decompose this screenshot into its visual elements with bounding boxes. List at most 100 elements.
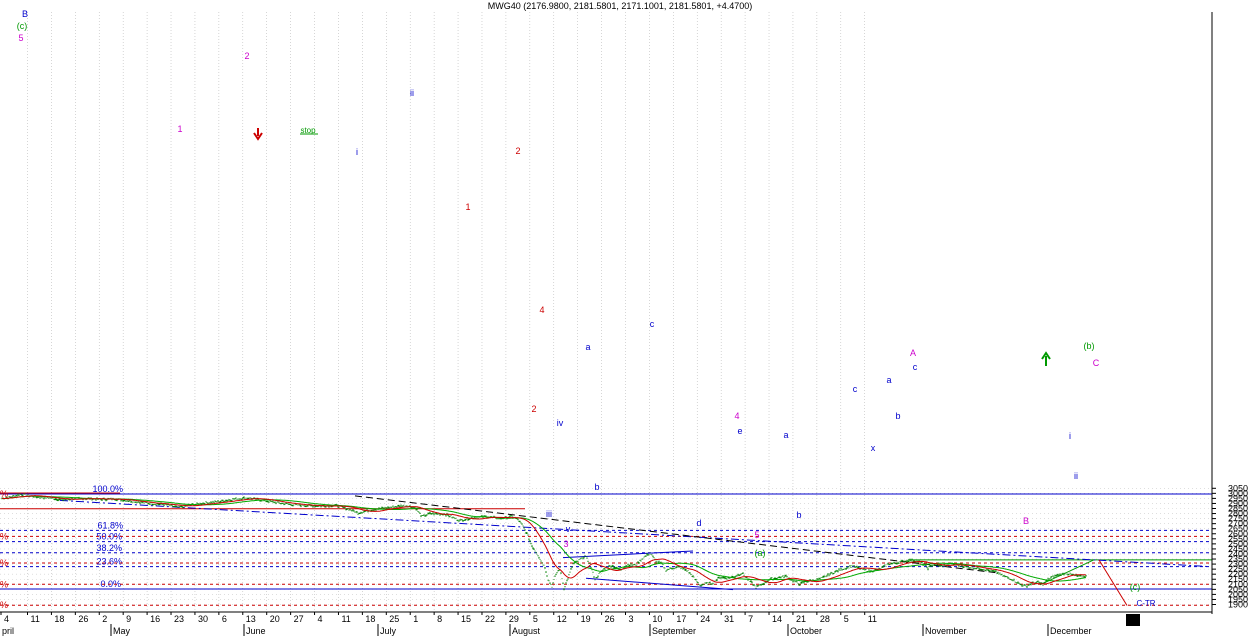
y-tick-label: 2000 (1228, 589, 1248, 599)
pct-marker: % (0, 489, 8, 499)
pct-marker: % (0, 531, 8, 541)
wave-label: 2 (515, 146, 520, 156)
wave-label: a (585, 342, 590, 352)
ma-fast-line (1, 495, 1086, 585)
wave-labels: B(c)512stopiii1242iviiiv3abcd4e5(a)abcxa… (17, 9, 1156, 608)
y-tick-label: 3050 (1228, 483, 1248, 493)
y-tick-label: 3000 (1228, 488, 1248, 498)
x-tick-label: 17 (676, 614, 686, 624)
x-tick-label: 10 (652, 614, 662, 624)
y-tick-label: 2850 (1228, 504, 1248, 514)
wave-label: B (1023, 516, 1029, 526)
x-tick-label: 4 (318, 614, 323, 624)
ma-slow-line (1, 495, 1087, 582)
wave-label: (c) (17, 21, 28, 31)
x-tick-label: 8 (437, 614, 442, 624)
x-tick-label: 13 (246, 614, 256, 624)
wave-label: 2 (531, 404, 536, 414)
x-tick-label: 21 (796, 614, 806, 624)
x-tick-label: 2 (102, 614, 107, 624)
wave-label: 4 (734, 411, 739, 421)
x-tick-label: 25 (389, 614, 399, 624)
y-tick-label: 2300 (1228, 559, 1248, 569)
grid (0, 12, 1212, 612)
y-tick-label: 2750 (1228, 514, 1248, 524)
y-tick-label: 2600 (1228, 529, 1248, 539)
month-label: May (113, 626, 131, 636)
y-tick-label: 2100 (1228, 579, 1248, 589)
x-tick-label: 26 (605, 614, 615, 624)
y-tick-label: 2900 (1228, 498, 1248, 508)
wave-label: 1 (465, 202, 470, 212)
cursor-box (1126, 614, 1140, 626)
wave-label: (c) (1130, 582, 1141, 592)
wave-label: C (1093, 358, 1100, 368)
wave-label: 5 (754, 530, 759, 540)
y-tick-label: 2500 (1228, 539, 1248, 549)
month-label: July (380, 626, 397, 636)
wave-label: 5 (18, 33, 23, 43)
channel-bottom (585, 577, 734, 591)
wave-label: c (853, 384, 858, 394)
wave-label: (a) (755, 548, 766, 558)
down-arrow-icon (253, 128, 263, 141)
x-tick-label: 15 (461, 614, 471, 624)
fib-level-label: 100.0% (92, 484, 123, 494)
wave-label: a (886, 375, 891, 385)
wave-label: d (696, 518, 701, 528)
month-label: pril (2, 626, 14, 636)
wave-label: i (1069, 431, 1071, 441)
x-tick-label: 6 (222, 614, 227, 624)
y-tick-label: 2650 (1228, 524, 1248, 534)
x-tick-label: 18 (365, 614, 375, 624)
y-tick-label: 2050 (1228, 584, 1248, 594)
wave-label: c (650, 319, 655, 329)
pct-marker: % (0, 579, 8, 589)
projection-c (1098, 559, 1128, 606)
month-label: June (246, 626, 266, 636)
wave-label: 4 (539, 305, 544, 315)
y-tick-label: 2950 (1228, 493, 1248, 503)
x-tick-label: 26 (78, 614, 88, 624)
pct-marker: % (0, 600, 8, 610)
wave-label: 1 (177, 124, 182, 134)
wave-label: c (913, 362, 918, 372)
x-tick-label: 29 (509, 614, 519, 624)
wave-label: A (910, 348, 916, 358)
y-tick-label: 2800 (1228, 509, 1248, 519)
x-tick-label: 27 (294, 614, 304, 624)
y-tick-label: 2700 (1228, 519, 1248, 529)
x-tick-label: 28 (820, 614, 830, 624)
x-tick-label: 30 (198, 614, 208, 624)
fib-level-label: 23.6% (96, 557, 122, 567)
wave-label: b (895, 411, 900, 421)
wave-label: 3 (563, 539, 568, 549)
y-tick-label: 2250 (1228, 564, 1248, 574)
black-dashed-trendline (354, 495, 1001, 574)
up-arrow-icon (1041, 351, 1051, 366)
x-tick-label: 4 (4, 614, 9, 624)
chart-title: MWG40 (2176.9800, 2181.5801, 2171.1001, … (488, 1, 752, 11)
y-tick-label: 2150 (1228, 574, 1248, 584)
x-tick-label: 19 (581, 614, 591, 624)
wave-label: (b) (1084, 341, 1095, 351)
y-tick-label: 1950 (1228, 594, 1248, 604)
wave-label: iii (546, 509, 552, 519)
wave-label: b (594, 482, 599, 492)
month-label: December (1050, 626, 1092, 636)
wave-label: C-TR (1136, 599, 1155, 608)
wave-label: v (566, 524, 571, 534)
wave-label: a (783, 430, 788, 440)
x-tick-label: 3 (629, 614, 634, 624)
y-tick-label: 2400 (1228, 549, 1248, 559)
x-tick-label: 11 (868, 614, 877, 624)
y-tick-label: 2350 (1228, 554, 1248, 564)
x-tick-label: 31 (724, 614, 734, 624)
y-tick-label: 2550 (1228, 534, 1248, 544)
x-tick-label: 22 (485, 614, 495, 624)
x-tick-label: 1 (413, 614, 418, 624)
series (1, 493, 1087, 591)
x-tick-label: 12 (557, 614, 567, 624)
